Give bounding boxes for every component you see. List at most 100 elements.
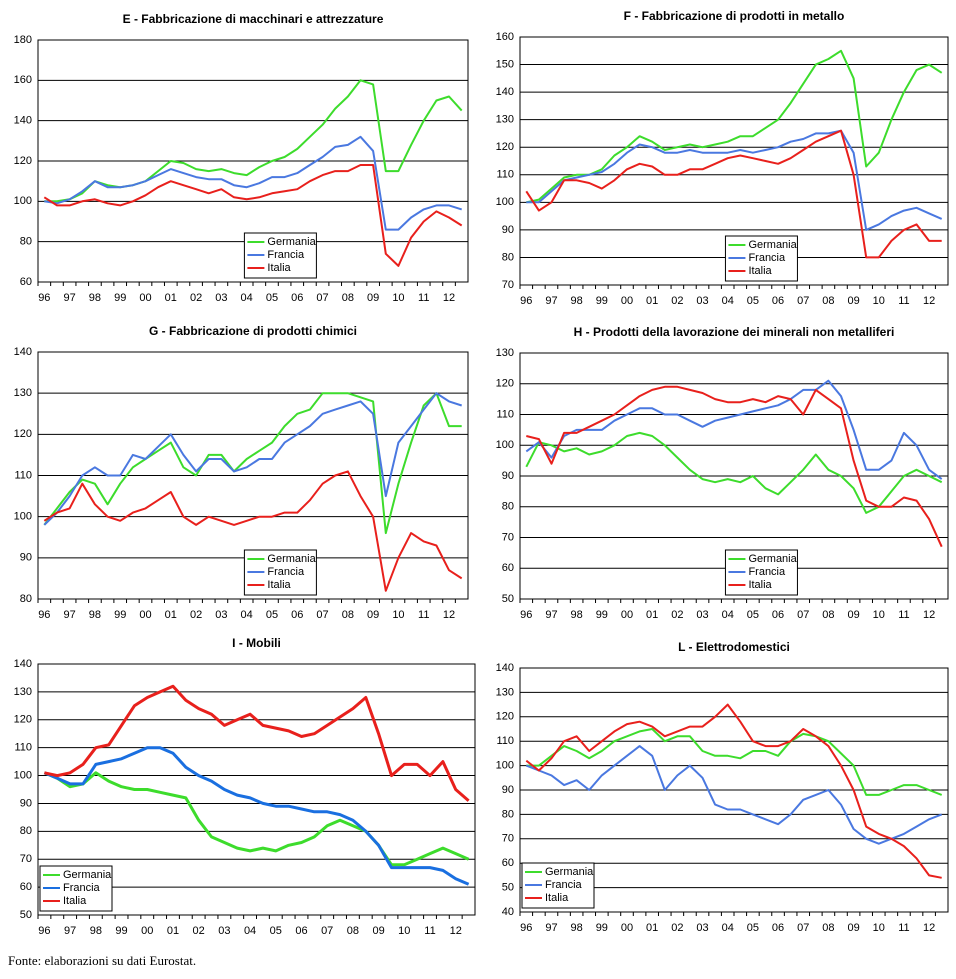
- chart-title: G - Fabbricazione di prodotti chimici: [149, 324, 357, 338]
- series-line: [43, 771, 470, 867]
- x-tick-label: 03: [696, 922, 708, 934]
- legend-label: Germania: [63, 869, 112, 881]
- y-tick-label: 150: [496, 58, 514, 70]
- x-tick-label: 02: [190, 609, 202, 621]
- source-note: Fonte: elaborazioni su dati Eurostat.: [8, 953, 196, 968]
- series-line: [526, 385, 943, 548]
- y-tick-label: 110: [14, 469, 32, 481]
- y-tick-label: 80: [502, 251, 514, 263]
- legend-label: Francia: [748, 252, 786, 264]
- y-tick-label: 160: [496, 31, 514, 43]
- x-tick-label: 02: [193, 925, 205, 937]
- x-tick-label: 97: [63, 609, 75, 621]
- y-tick-label: 80: [20, 825, 32, 837]
- x-tick-label: 97: [64, 925, 76, 937]
- legend-label: Francia: [267, 249, 305, 261]
- legend-label: Italia: [748, 579, 772, 591]
- x-tick-label: 01: [165, 609, 177, 621]
- x-tick-label: 10: [873, 922, 885, 934]
- legend-label: Italia: [267, 579, 291, 591]
- x-tick-label: 11: [418, 609, 429, 621]
- x-tick-label: 12: [443, 609, 455, 621]
- series-line: [525, 379, 943, 480]
- y-tick-label: 110: [496, 408, 514, 420]
- x-tick-label: 99: [596, 609, 608, 621]
- x-tick-label: 06: [772, 922, 784, 934]
- x-tick-label: 07: [797, 609, 809, 621]
- y-tick-label: 120: [496, 378, 514, 390]
- y-tick-label: 100: [496, 439, 514, 451]
- chart-title: F - Fabbricazione di prodotti in metallo: [624, 9, 845, 23]
- x-tick-label: 06: [772, 295, 784, 307]
- x-tick-label: 02: [190, 292, 202, 304]
- x-tick-label: 09: [367, 292, 379, 304]
- x-tick-label: 99: [596, 922, 608, 934]
- x-tick-label: 01: [646, 922, 658, 934]
- x-tick-label: 04: [722, 609, 734, 621]
- series-line: [526, 129, 943, 231]
- y-tick-label: 130: [496, 347, 514, 359]
- x-tick-label: 12: [443, 292, 455, 304]
- y-tick-label: 90: [20, 797, 32, 809]
- legend-label: Francia: [63, 882, 101, 894]
- series-line: [526, 728, 943, 796]
- series-line: [43, 392, 463, 526]
- y-tick-label: 90: [502, 470, 514, 482]
- x-tick-label: 03: [696, 609, 708, 621]
- chart-panel: G - Fabbricazione di prodotti chimici 80 9…: [14, 324, 469, 621]
- y-tick-label: 80: [20, 593, 32, 605]
- y-tick-label: 120: [14, 428, 32, 440]
- y-tick-label: 50: [502, 882, 514, 894]
- series-line: [44, 135, 463, 231]
- x-tick-label: 10: [873, 609, 885, 621]
- x-tick-label: 98: [90, 925, 102, 937]
- series-line: [44, 684, 470, 802]
- y-tick-label: 160: [14, 74, 32, 86]
- y-tick-label: 60: [20, 881, 32, 893]
- y-tick-label: 140: [14, 346, 32, 358]
- x-tick-label: 00: [621, 922, 633, 934]
- x-tick-label: 02: [671, 609, 683, 621]
- x-tick-label: 06: [772, 609, 784, 621]
- x-tick-label: 10: [873, 295, 885, 307]
- x-tick-label: 99: [114, 292, 126, 304]
- x-tick-label: 07: [321, 925, 333, 937]
- x-tick-label: 00: [139, 609, 151, 621]
- x-tick-label: 00: [621, 609, 633, 621]
- y-tick-label: 70: [20, 853, 32, 865]
- x-tick-label: 01: [646, 295, 658, 307]
- x-tick-label: 04: [722, 295, 734, 307]
- x-tick-label: 05: [270, 925, 282, 937]
- x-tick-label: 11: [898, 609, 909, 621]
- x-tick-label: 07: [316, 292, 328, 304]
- chart-title: E - Fabbricazione di macchinari e attrez…: [123, 12, 384, 26]
- y-tick-label: 100: [14, 769, 32, 781]
- legend-label: Italia: [63, 895, 87, 907]
- x-tick-label: 98: [571, 922, 583, 934]
- y-tick-label: 120: [14, 155, 32, 167]
- y-tick-label: 110: [14, 742, 32, 754]
- x-tick-label: 09: [847, 609, 859, 621]
- x-tick-label: 02: [671, 295, 683, 307]
- x-tick-label: 09: [367, 609, 379, 621]
- x-tick-label: 04: [722, 922, 734, 934]
- x-tick-label: 12: [923, 922, 935, 934]
- x-tick-label: 05: [747, 609, 759, 621]
- y-tick-label: 80: [20, 236, 32, 248]
- y-tick-label: 140: [496, 86, 514, 98]
- x-tick-label: 11: [898, 295, 909, 307]
- y-tick-label: 110: [496, 169, 514, 181]
- y-tick-label: 60: [502, 857, 514, 869]
- x-tick-label: 05: [266, 292, 278, 304]
- x-tick-label: 08: [822, 609, 834, 621]
- x-tick-label: 08: [342, 292, 354, 304]
- x-tick-label: 02: [671, 922, 683, 934]
- y-tick-label: 80: [502, 808, 514, 820]
- x-tick-label: 09: [372, 925, 384, 937]
- series-line: [526, 49, 943, 204]
- x-tick-label: 01: [167, 925, 179, 937]
